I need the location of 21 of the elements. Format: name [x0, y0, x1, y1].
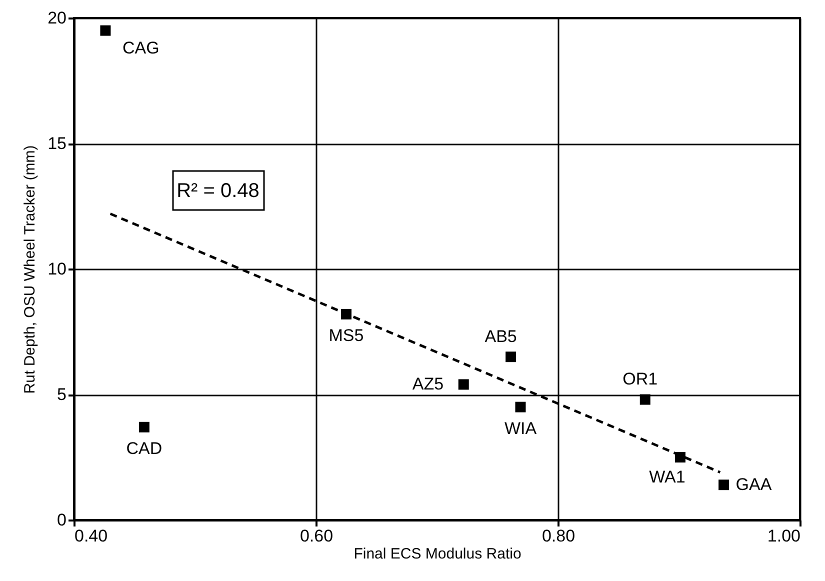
annotation: GAA: [736, 474, 772, 494]
annotation: MS5: [328, 326, 364, 346]
x-axis-title: Final ECS Modulus Ratio: [354, 546, 522, 562]
y-tick-label: 0: [57, 510, 66, 530]
annotation: CAG: [122, 38, 160, 58]
annotation: AB5: [484, 326, 517, 346]
annotation: WA1: [649, 467, 686, 486]
y-tick-label: 5: [57, 385, 66, 404]
x-tick-label: 0.60: [300, 526, 334, 546]
annotation: AZ5: [412, 374, 444, 394]
annotation: WIA: [504, 419, 538, 438]
y-tick-label: 20: [48, 8, 66, 28]
y-tick-label: 10: [48, 260, 66, 278]
x-tick-label: 0.80: [542, 526, 576, 546]
annotation: OR1: [622, 370, 658, 389]
x-tick-label: 0.40: [74, 526, 108, 546]
annotation: CAD: [126, 439, 162, 458]
annotation: R² = 0.48: [176, 180, 260, 202]
y-axis-title: Rut Depth, OSU Wheel Tracker (mm): [22, 145, 39, 394]
y-tick-label: 15: [48, 134, 66, 153]
x-tick-label: 1.00: [767, 526, 800, 546]
